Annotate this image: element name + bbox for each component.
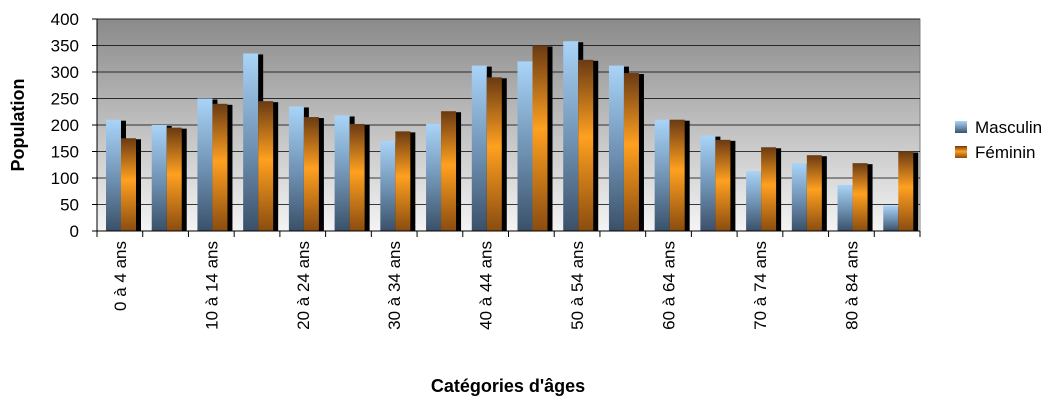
legend-swatch-feminin (955, 146, 967, 158)
bar-feminin (715, 139, 731, 231)
x-tick-label: 10 à 14 ans (202, 241, 221, 330)
bar-feminin (669, 119, 685, 231)
y-tick-labels: 0 50 100 150 200 250 300 350 400 (51, 10, 79, 241)
legend-swatch-masculin (955, 121, 967, 133)
bar-masculin (654, 119, 670, 231)
bar-feminin (532, 45, 548, 231)
x-tick-label: 70 à 74 ans (751, 241, 770, 330)
x-tick-label: 30 à 34 ans (385, 241, 404, 330)
bar-masculin (288, 106, 304, 231)
y-axis-title: Population (8, 79, 28, 172)
y-tick-label: 0 (70, 222, 79, 241)
x-axis-title: Catégories d'âges (431, 376, 585, 396)
bar-feminin (623, 73, 639, 231)
x-tick-label: 80 à 84 ans (842, 241, 861, 330)
bar-feminin (441, 111, 457, 231)
y-tick-label: 250 (51, 90, 79, 109)
y-tick-label: 300 (51, 63, 79, 82)
axes (92, 18, 921, 237)
bar-feminin (166, 127, 182, 231)
legend: Masculin Féminin (955, 118, 1042, 162)
bar-masculin (746, 171, 762, 231)
bar-feminin (212, 103, 228, 231)
bar-feminin (578, 59, 594, 232)
bar-masculin (883, 205, 899, 231)
legend-label-masculin: Masculin (975, 118, 1042, 137)
bar-masculin (426, 123, 442, 231)
bar-feminin (761, 147, 777, 231)
x-tick-labels: 0 à 4 ans 10 à 14 ans 20 à 24 ans 30 à 34 a… (111, 241, 862, 330)
bars (106, 41, 919, 232)
bar-feminin (258, 101, 274, 232)
bar-masculin (151, 125, 167, 231)
y-tick-label: 150 (51, 143, 79, 162)
y-tick-label: 200 (51, 116, 79, 135)
y-tick-label: 400 (51, 10, 79, 29)
bar-masculin (380, 140, 396, 231)
x-tick-label: 20 à 24 ans (294, 241, 313, 330)
bar-masculin (243, 53, 259, 232)
bar-masculin (608, 65, 624, 231)
bar-masculin (700, 135, 716, 231)
bar-feminin (852, 163, 868, 231)
bar-masculin (106, 119, 121, 231)
bar-feminin (121, 138, 136, 231)
bar-masculin (791, 163, 807, 231)
bar-masculin (334, 115, 350, 231)
x-tick-label: 60 à 64 ans (660, 241, 679, 330)
bar-feminin (303, 117, 319, 231)
bar-masculin (837, 184, 853, 231)
y-tick-label: 100 (51, 169, 79, 188)
bar-feminin (486, 77, 502, 231)
bar-masculin (197, 98, 213, 231)
bar-masculin (563, 41, 579, 232)
x-tick-label: 50 à 54 ans (568, 241, 587, 330)
bar-masculin (517, 61, 533, 232)
bar-feminin (806, 155, 822, 231)
legend-label-feminin: Féminin (975, 143, 1035, 162)
bar-feminin (898, 151, 914, 231)
y-tick-label: 350 (51, 37, 79, 56)
gridlines (97, 18, 920, 205)
x-tick-label: 40 à 44 ans (477, 241, 496, 330)
bar-feminin (349, 123, 365, 231)
bar-feminin (395, 131, 411, 231)
y-tick-label: 50 (60, 196, 79, 215)
x-tick-label: 0 à 4 ans (111, 241, 130, 311)
bar-masculin (471, 65, 487, 231)
